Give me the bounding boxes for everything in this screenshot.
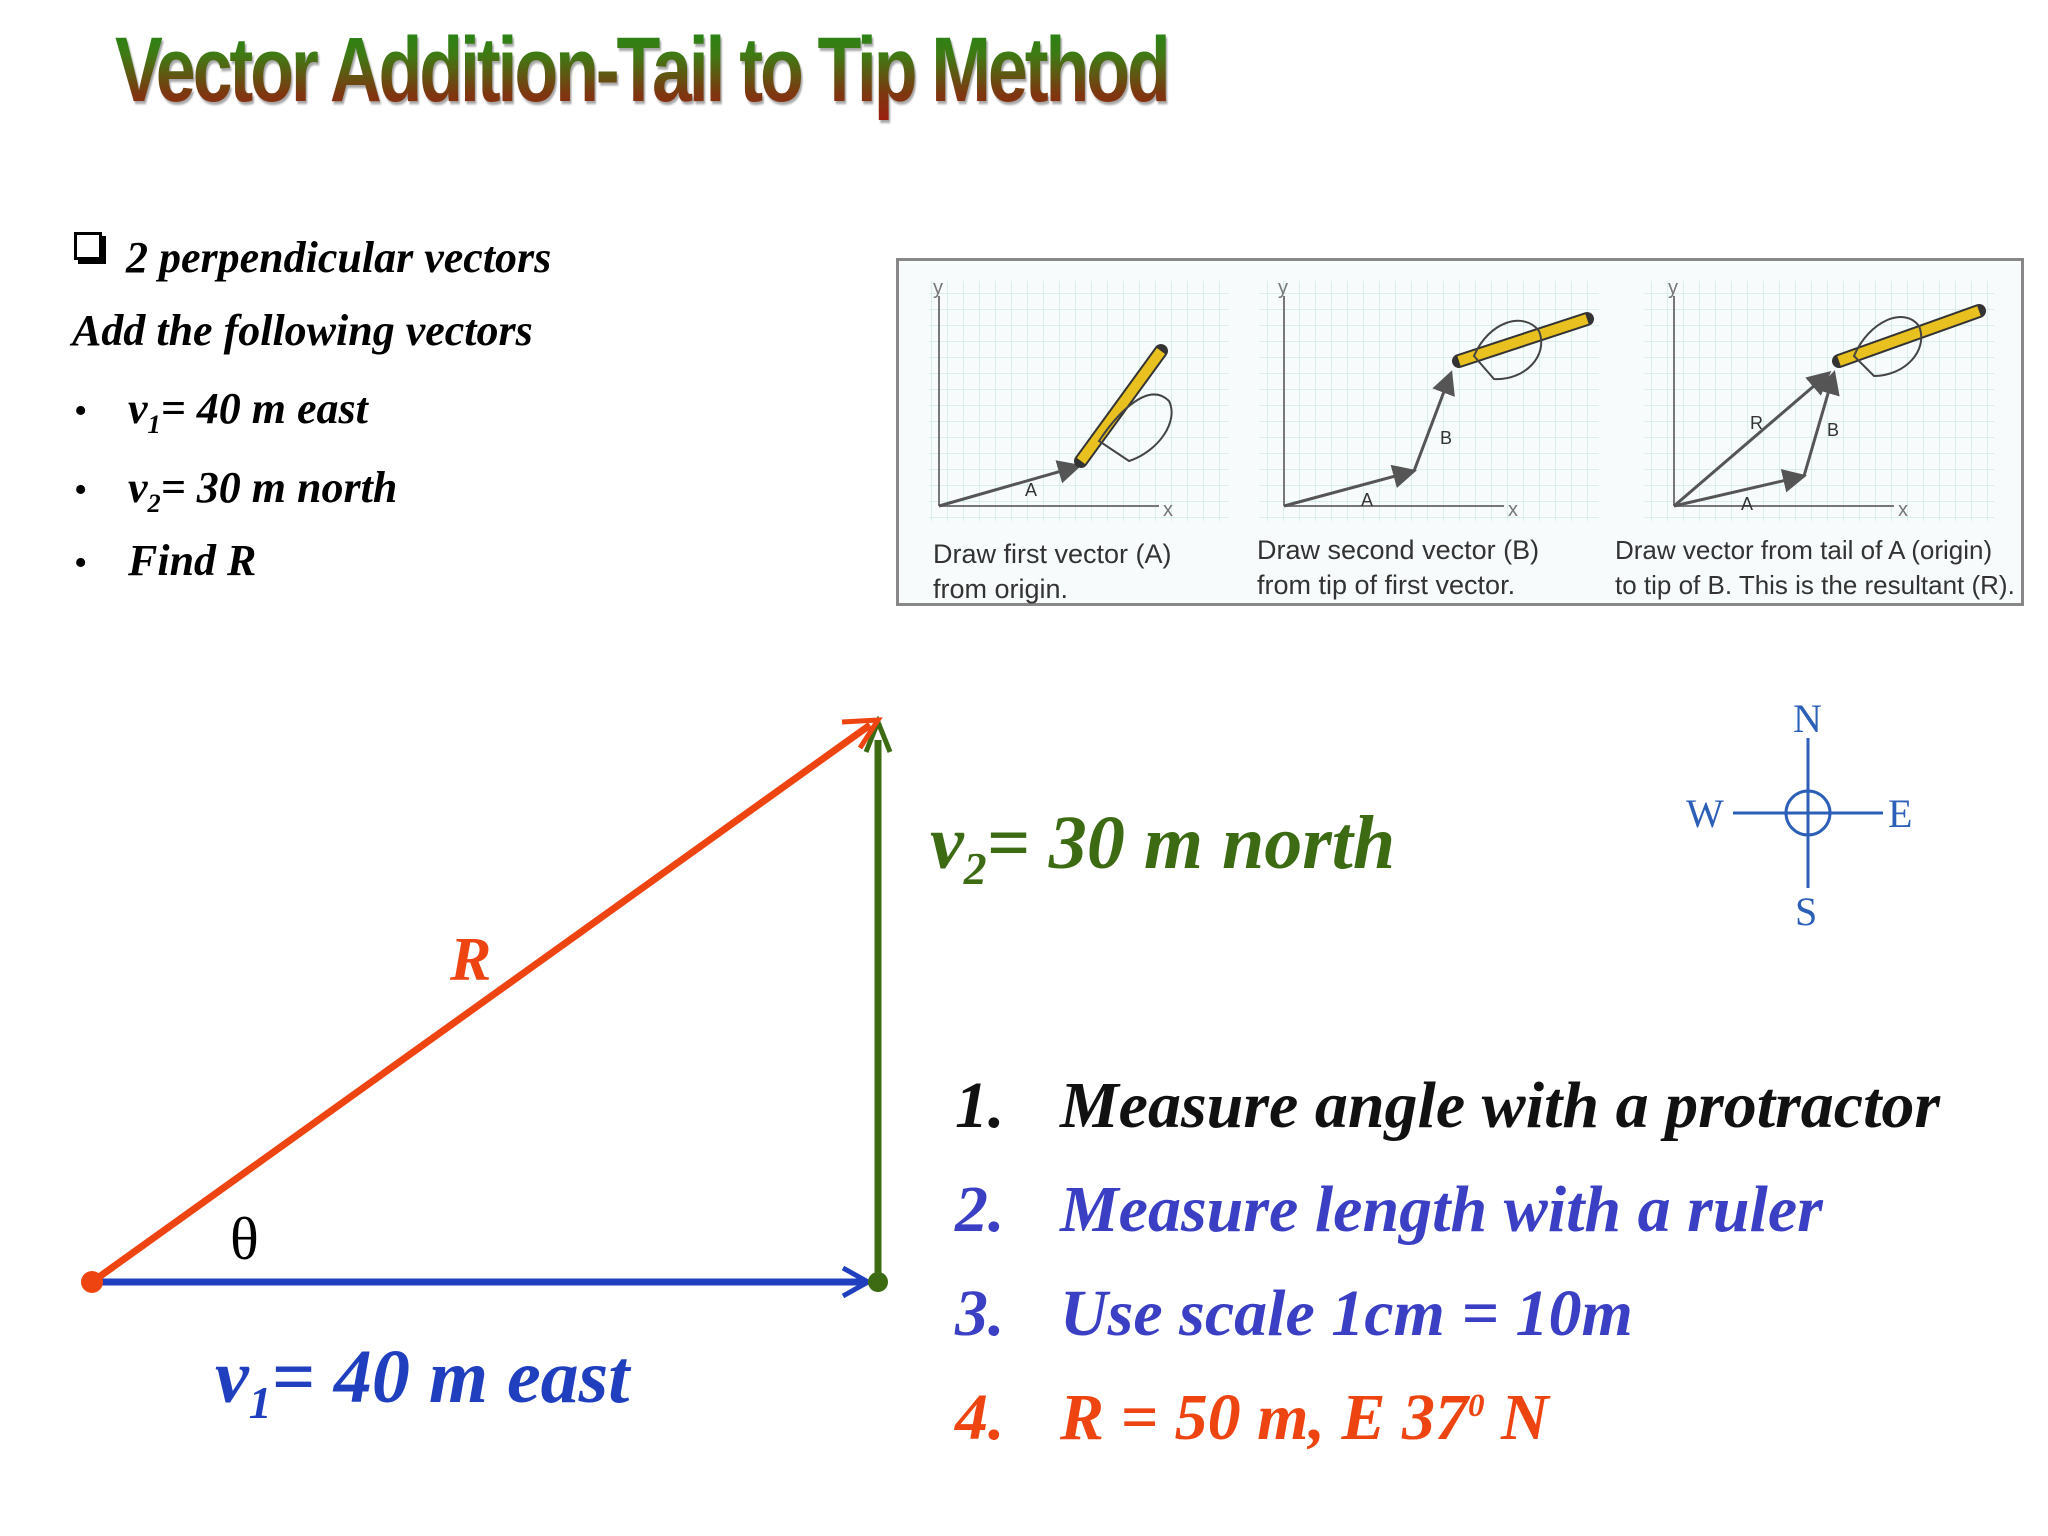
hand-icon (1852, 316, 1923, 378)
caption-step-3: Draw vector from tail of A (origin) to t… (1615, 535, 2015, 600)
step-1: 1. Measure angle with a protractor (955, 1069, 1941, 1142)
checkbox-bullet-icon (74, 232, 102, 260)
list-item-find-r: • Find R (74, 535, 256, 586)
vector-label-b: B (1827, 420, 1840, 440)
axis-label-x: x (1508, 499, 1518, 521)
vector-label-a: A (1361, 490, 1374, 510)
bullet-icon: • (74, 469, 88, 511)
compass-rose-icon (1733, 738, 1883, 888)
item-text: = 30 m north (160, 463, 398, 512)
vector-subscript: 2 (147, 487, 161, 518)
compass-east-label: E (1888, 791, 1913, 836)
list-item-v2: • v2= 30 m north (74, 462, 397, 519)
step-4: 4. R = 50 m, E 370 N (955, 1381, 1549, 1454)
vector-a (938, 460, 1082, 508)
page-title: Vector Addition-Tail to Tip Method (115, 19, 1171, 121)
v2-label: v2= 30 m north (930, 801, 1396, 895)
hand-icon (1472, 319, 1543, 381)
tail-point-icon (81, 1271, 103, 1293)
vector-symbol: v (128, 384, 148, 433)
vector-r (89, 722, 873, 1285)
vector-r (1673, 371, 1832, 508)
axis-label-x: x (1163, 499, 1173, 521)
axis-label-y: y (1278, 277, 1288, 299)
vector-a (1673, 469, 1807, 508)
bullet-icon: • (74, 390, 88, 432)
problem-instruction: Add the following vectors (72, 306, 533, 355)
angle-theta-label: θ (230, 1206, 259, 1272)
caption-step-1: Draw first vector (A) from origin. (933, 539, 1172, 604)
axis-label-x: x (1898, 499, 1908, 521)
axis-label-y: y (933, 277, 943, 299)
resultant-label: R (450, 926, 492, 994)
caption-step-2: Draw second vector (B) from tip of first… (1257, 535, 1540, 600)
compass-south-label: S (1795, 889, 1818, 934)
v1-label: v1= 40 m east (215, 1335, 630, 1429)
axis-label-y: y (1668, 277, 1678, 299)
hand-icon (1097, 393, 1173, 463)
step-3: 3. Use scale 1cm = 10m (955, 1277, 1633, 1350)
vector-b (1412, 370, 1455, 472)
compass-north-label: N (1793, 696, 1822, 741)
vector-label-r: R (1750, 413, 1763, 433)
illustration-graphics (929, 281, 1994, 521)
vector-symbol: v (128, 463, 148, 512)
tip-point-icon (868, 1272, 888, 1292)
item-text: = 40 m east (160, 384, 368, 433)
tail-to-tip-illustration: y x y x y x A A B A B R Draw first vecto… (896, 258, 2024, 606)
vector-label-b: B (1440, 428, 1453, 448)
vector-a (1283, 464, 1417, 508)
bullet-icon: • (74, 542, 88, 584)
list-item-v1: • v1= 40 m east (74, 383, 368, 440)
problem-heading: 2 perpendicular vectors (126, 233, 552, 282)
item-text: Find R (128, 536, 257, 585)
step-2: 2. Measure length with a ruler (955, 1173, 1823, 1246)
vector-subscript: 1 (147, 408, 161, 439)
vector-label-a: A (1741, 494, 1754, 514)
compass-west-label: W (1686, 791, 1724, 836)
vector-label-a: A (1025, 480, 1038, 500)
arrowhead-r-icon (841, 717, 883, 750)
